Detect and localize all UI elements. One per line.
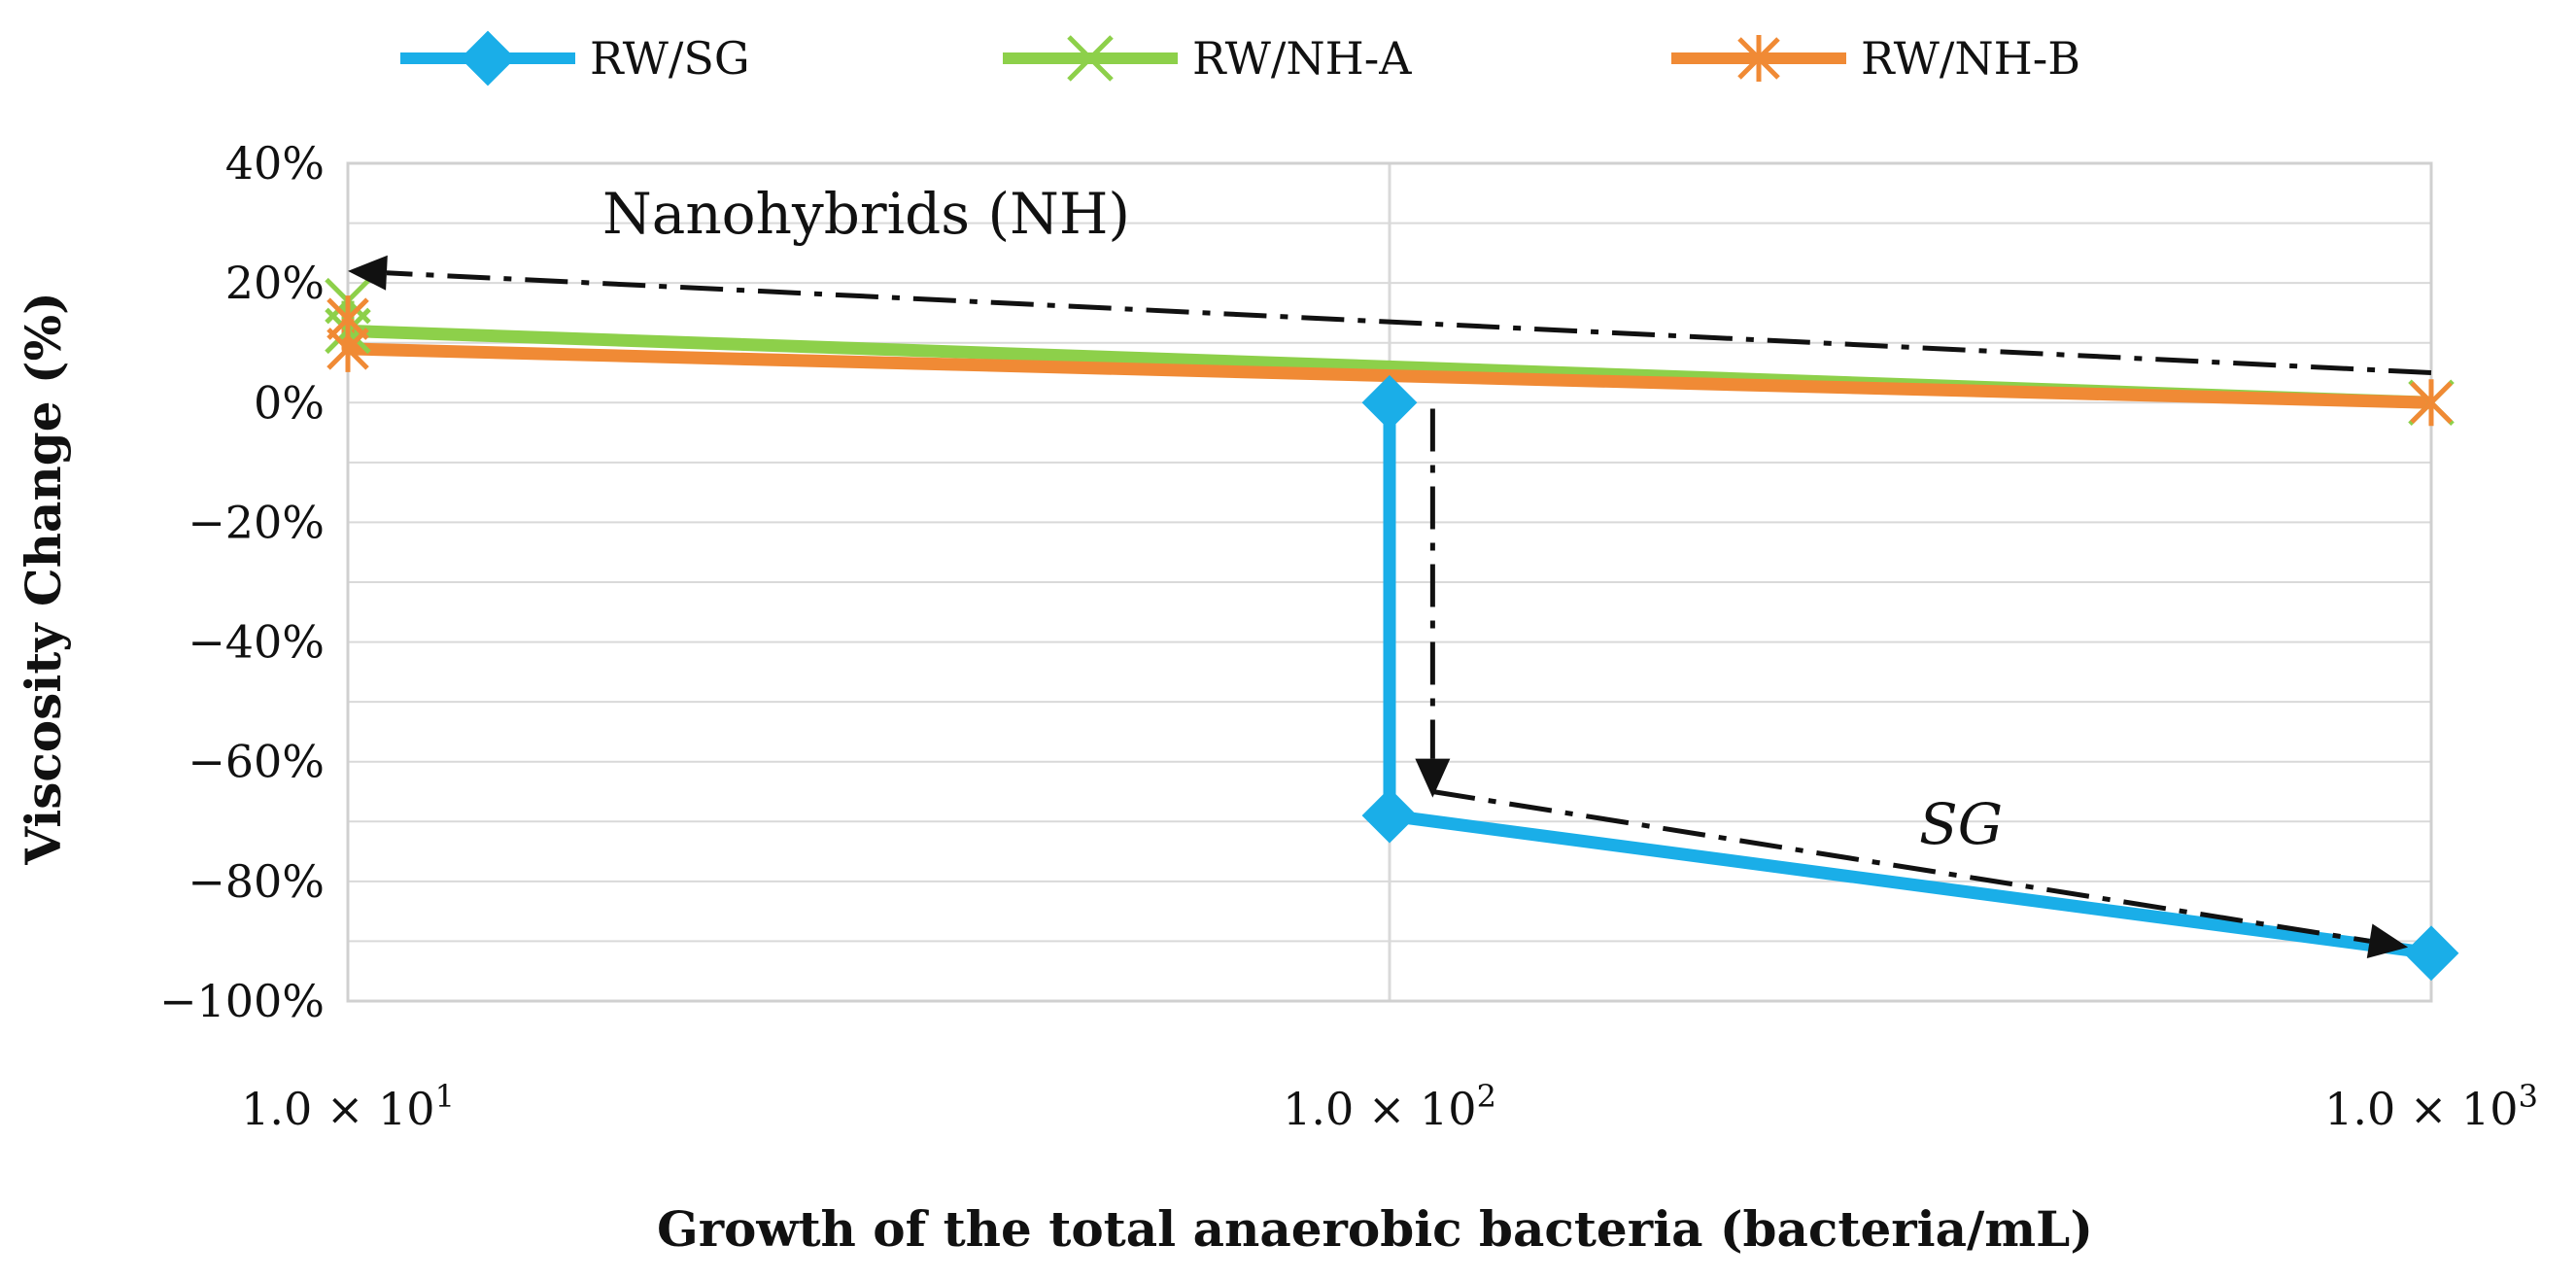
y-tick-label: −100% bbox=[159, 975, 325, 1027]
legend: RW/SG RW/NH-A RW/NH-B bbox=[400, 30, 2080, 86]
annotation-arrow-line bbox=[386, 270, 2432, 375]
y-tick-label: 0% bbox=[254, 376, 325, 429]
x-axis-title: Growth of the total anaerobic bacteria (… bbox=[657, 1200, 2093, 1258]
y-tick-label: −60% bbox=[188, 736, 325, 788]
y-axis-title: Viscosity Change (%) bbox=[15, 292, 72, 865]
legend-label: RW/SG bbox=[590, 32, 750, 85]
data-point-star bbox=[2410, 379, 2453, 427]
data-point-star bbox=[326, 325, 369, 372]
annotation-text: Nanohybrids (NH) bbox=[602, 181, 1130, 247]
series-line-rw-sg bbox=[1383, 402, 2432, 960]
annotation-arrow-head bbox=[1415, 758, 1451, 798]
annotation-text: SG bbox=[1919, 791, 2003, 857]
annotation-arrow-head bbox=[2366, 923, 2409, 959]
x-tick-label: 1.0 × 103 bbox=[2324, 1078, 2538, 1135]
data-point-diamond bbox=[2403, 925, 2459, 982]
y-tick-label: 40% bbox=[225, 137, 325, 190]
y-tick-label: 20% bbox=[225, 257, 325, 309]
annotation-layer: Nanohybrids (NH) SG bbox=[348, 181, 2432, 959]
annotation-arrow-line bbox=[1431, 789, 2371, 944]
data-point-star bbox=[1737, 35, 1780, 82]
annotation-arrow-head bbox=[348, 255, 388, 291]
data-point-x bbox=[1067, 35, 1114, 82]
axis-layer: 40% 20% 0% −20% −40% −60% −80% −100% 1.0 × 101 1.… bbox=[159, 137, 2538, 1135]
x-tick-label: 1.0 × 102 bbox=[1283, 1078, 1496, 1135]
plot-frame bbox=[346, 161, 2433, 1003]
data-point-diamond bbox=[1361, 787, 1418, 844]
y-tick-label: −20% bbox=[188, 496, 325, 548]
legend-label: RW/NH-B bbox=[1861, 32, 2080, 85]
y-tick-label: −40% bbox=[188, 616, 325, 669]
data-point-diamond bbox=[460, 30, 516, 86]
series-layer bbox=[325, 277, 2459, 982]
data-point-diamond bbox=[1361, 374, 1418, 431]
legend-label: RW/NH-A bbox=[1192, 32, 1412, 85]
x-tick-label: 1.0 × 101 bbox=[241, 1078, 455, 1135]
y-tick-label: −80% bbox=[188, 855, 325, 908]
